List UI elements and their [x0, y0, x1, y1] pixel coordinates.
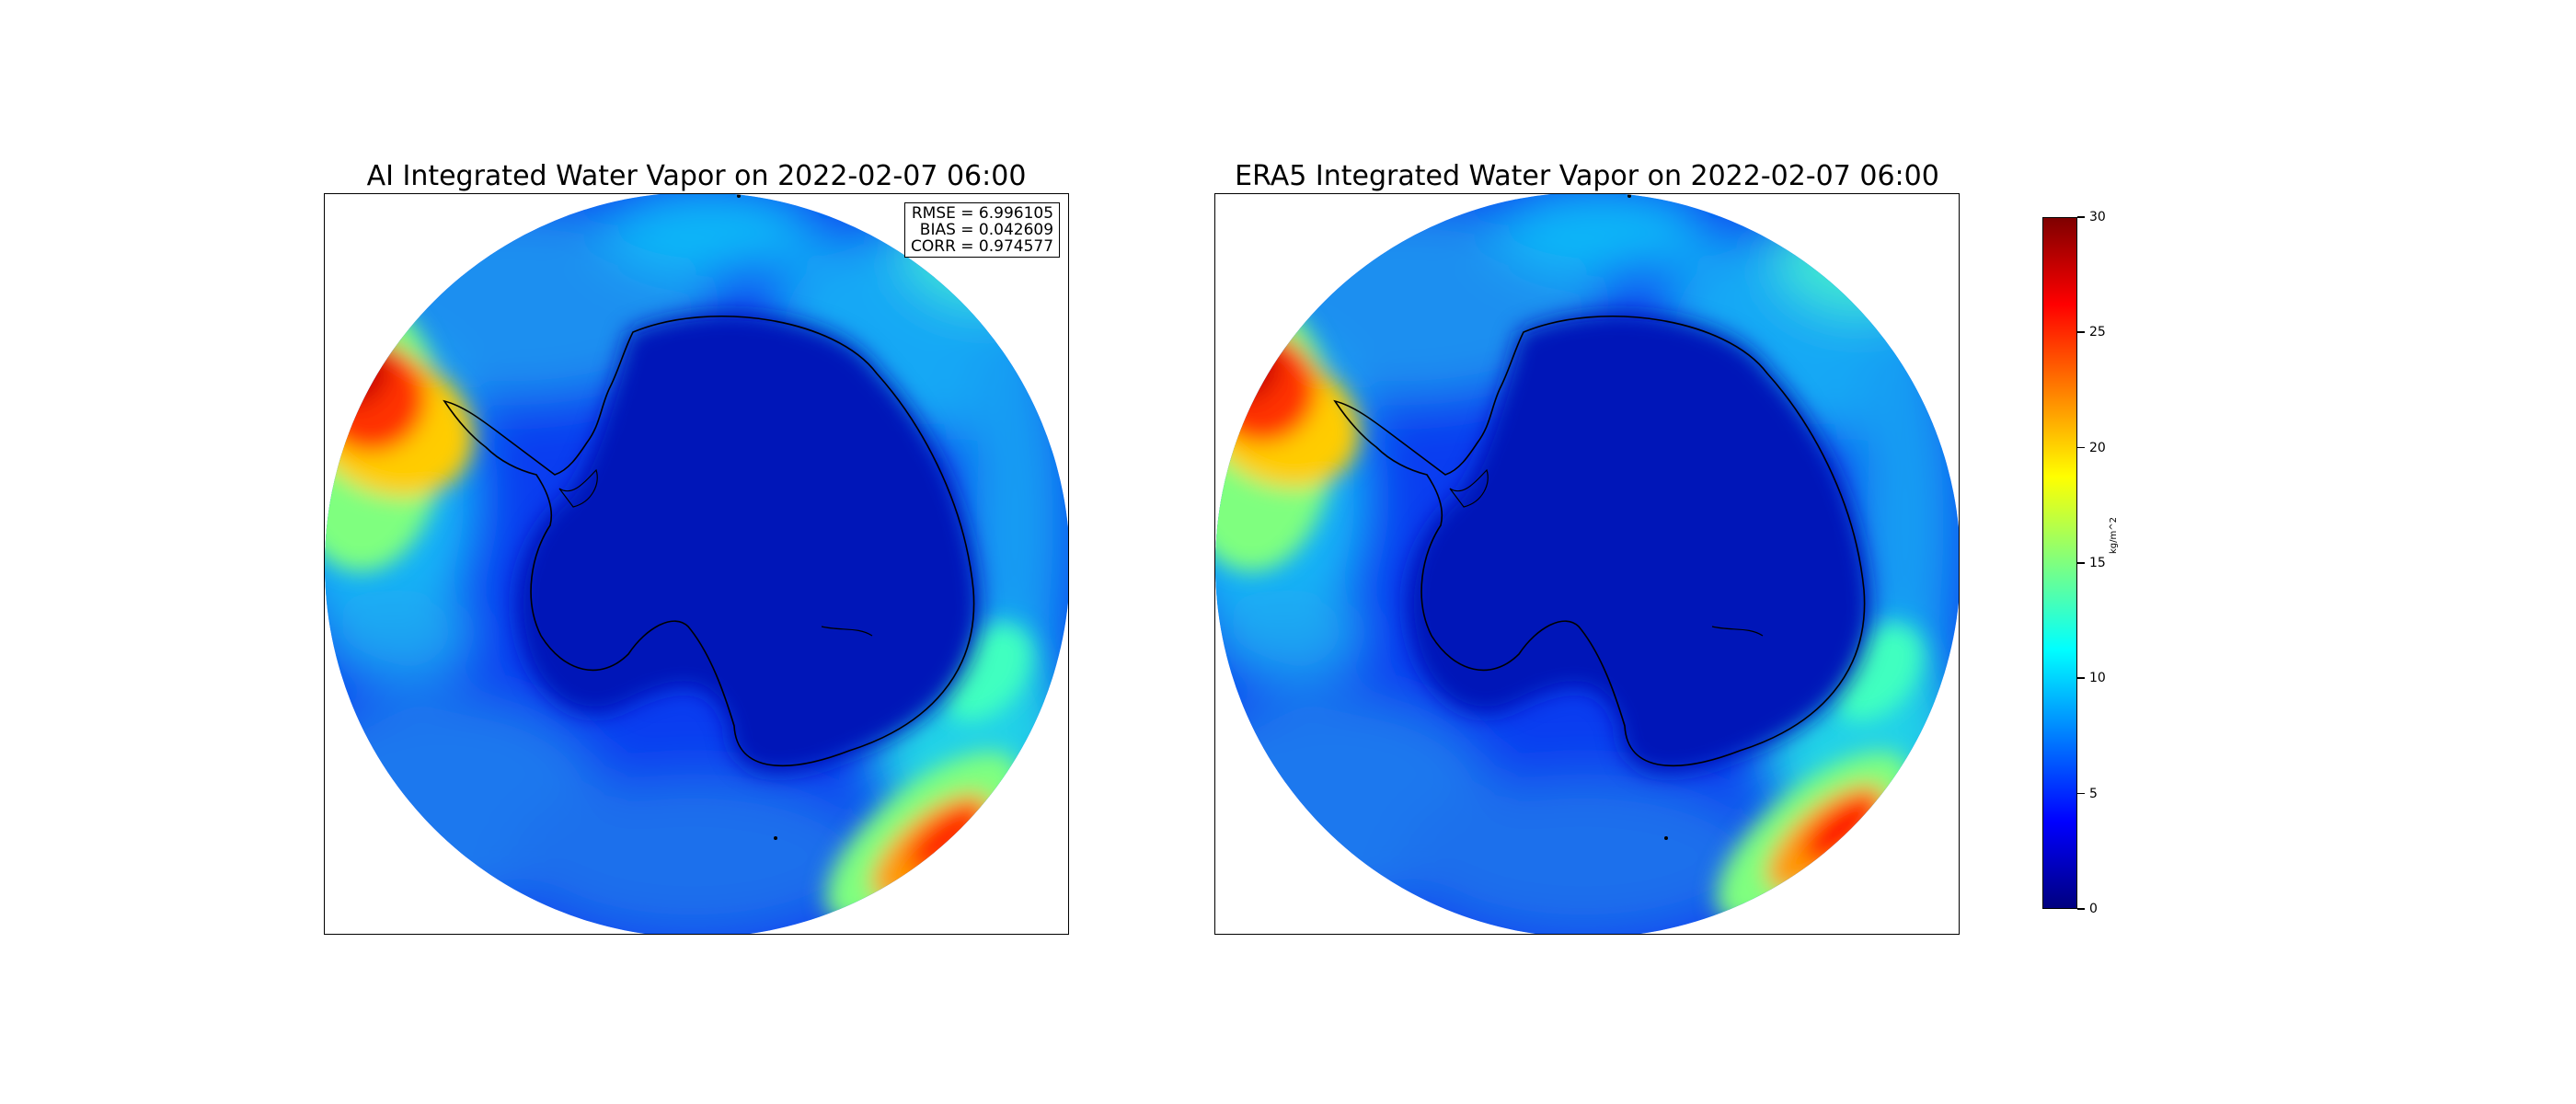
colorbar-tick: 5: [2077, 785, 2133, 803]
era5-map-svg: [1215, 194, 1959, 934]
colorbar-tick-label: 15: [2089, 556, 2106, 570]
antarctica-low-vapor: [516, 313, 980, 774]
era5-water-vapor-field: [1215, 194, 1959, 934]
colorbar-tick-mark: [2077, 446, 2085, 449]
colorbar-tick-label: 5: [2089, 786, 2098, 801]
colorbar-tick: 15: [2077, 554, 2133, 572]
colorbar-tick-mark: [2077, 677, 2085, 679]
colorbar-tick-label: 30: [2089, 210, 2106, 224]
metrics-box: RMSE = 6.996105 BIAS = 0.042609 CORR = 0.9…: [904, 202, 1061, 258]
colorbar-tick-mark: [2077, 792, 2085, 795]
colorbar-tick-mark: [2077, 562, 2085, 564]
island-marker: [1315, 303, 1318, 306]
colorbar-tick: 0: [2077, 900, 2133, 918]
colorbar: [2042, 217, 2077, 909]
era5-map-panel: [1214, 193, 1960, 935]
ai-map-panel: RMSE = 6.996105 BIAS = 0.042609 CORR = 0.9…: [324, 193, 1069, 935]
colorbar-tick: 20: [2077, 439, 2133, 457]
colorbar-tick-mark: [2077, 216, 2085, 218]
island-marker: [774, 836, 777, 840]
colorbar-tick: 25: [2077, 323, 2133, 341]
island-marker: [737, 194, 741, 198]
colorbar-tick-label: 20: [2089, 440, 2106, 455]
colorbar-tick-label: 10: [2089, 671, 2106, 686]
ross-shelf-coastline: [1711, 626, 1764, 637]
antarctica-low-vapor: [1407, 313, 1870, 774]
bias-text: BIAS = 0.042609: [919, 221, 1054, 239]
island-marker: [1664, 836, 1668, 840]
colorbar-tick-mark: [2077, 908, 2085, 910]
antarctica-coastline: [443, 315, 975, 767]
ai-water-vapor-field: [325, 194, 1068, 934]
colorbar-tick-label: 25: [2089, 325, 2106, 340]
colorbar-unit-label: kg/m^2: [2109, 517, 2119, 554]
island-marker: [424, 303, 428, 306]
colorbar-tick-label: 0: [2089, 902, 2098, 916]
ai-map-svg: [325, 194, 1068, 934]
left-panel-title: AI Integrated Water Vapor on 2022-02-07 …: [366, 160, 1027, 192]
ross-shelf-coastline: [821, 626, 873, 637]
colorbar-tick: 30: [2077, 208, 2133, 226]
colorbar-tick: 10: [2077, 669, 2133, 687]
ice-shelf-coastline: [1449, 468, 1489, 508]
island-marker: [1627, 194, 1631, 198]
corr-text: CORR = 0.974577: [911, 237, 1054, 256]
colorbar-tick-mark: [2077, 331, 2085, 333]
ice-shelf-coastline: [558, 468, 598, 508]
antarctica-coastline: [1333, 315, 1866, 767]
rmse-text: RMSE = 6.996105: [911, 204, 1054, 223]
right-panel-title: ERA5 Integrated Water Vapor on 2022-02-0…: [1235, 160, 1939, 192]
